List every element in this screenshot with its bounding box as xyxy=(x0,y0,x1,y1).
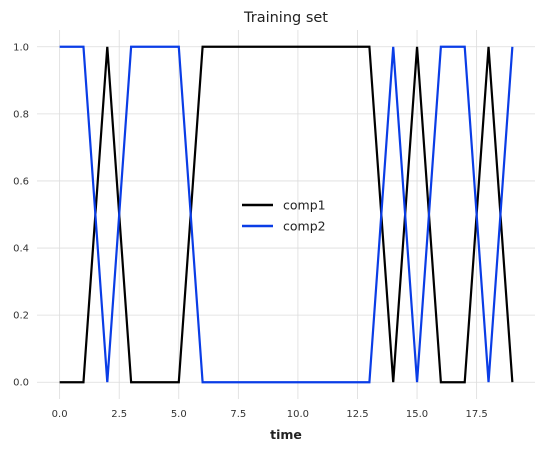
series-lines xyxy=(59,45,514,384)
y-tick-label: 0.0 xyxy=(13,378,29,389)
legend: comp1 comp2 xyxy=(242,198,326,234)
y-tick-label: 0.6 xyxy=(13,176,29,187)
x-axis-label: time xyxy=(270,427,302,442)
x-tick-label: 5.0 xyxy=(171,409,187,420)
y-tick-label: 0.2 xyxy=(13,311,29,322)
y-tick-label: 0.4 xyxy=(13,244,29,255)
y-tick-label: 1.0 xyxy=(13,42,29,53)
series-line-comp2 xyxy=(59,45,514,384)
y-axis-ticks: 0.0 0.2 0.4 0.6 0.8 1.0 xyxy=(13,42,29,388)
series-line-comp1 xyxy=(59,45,514,384)
y-tick-label: 0.8 xyxy=(13,109,29,120)
x-tick-label: 7.5 xyxy=(230,409,246,420)
x-tick-label: 15.0 xyxy=(406,409,428,420)
x-tick-label: 2.5 xyxy=(111,409,127,420)
legend-label-comp2: comp2 xyxy=(283,219,326,234)
legend-label-comp1: comp1 xyxy=(283,198,326,213)
x-axis-ticks: 0.0 2.5 5.0 7.5 10.0 12.5 15.0 17.5 xyxy=(52,409,488,420)
x-tick-label: 17.5 xyxy=(465,409,487,420)
grid xyxy=(37,30,535,399)
x-tick-label: 0.0 xyxy=(52,409,68,420)
x-tick-label: 10.0 xyxy=(287,409,309,420)
chart-title: Training set xyxy=(243,10,328,26)
x-tick-label: 12.5 xyxy=(346,409,368,420)
